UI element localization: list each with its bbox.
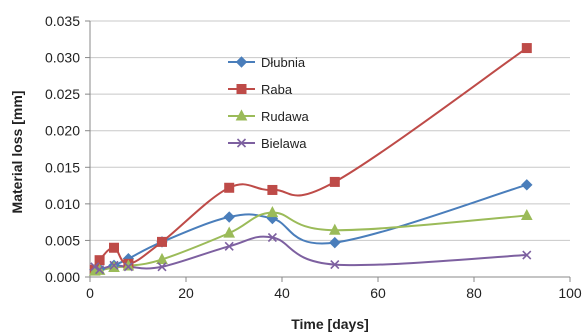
data-point-d-ubnia	[329, 236, 341, 249]
series-line-raba	[93, 47, 528, 271]
data-point-bielawa	[522, 250, 532, 260]
x-marker-stroke	[123, 262, 133, 272]
data-point-rudawa	[520, 208, 533, 221]
x-tick-label: 0	[86, 285, 94, 301]
data-point-bielawa	[267, 232, 277, 243]
legend-label: Rudawa	[261, 109, 309, 124]
legend-swatch-marker	[235, 109, 248, 121]
legend-swatch-marker	[236, 138, 247, 148]
data-point-d-ubnia	[223, 211, 235, 223]
legend-swatch-marker	[235, 56, 248, 68]
x-marker-stroke	[522, 250, 532, 260]
data-point-bielawa	[109, 260, 119, 270]
y-tick-label: 0.015	[45, 159, 80, 175]
data-point-rudawa	[328, 223, 341, 235]
legend-item-d-ubnia: Dłubnia	[228, 55, 306, 70]
x-axis-ticks: 0 20 40 60 80 100	[86, 277, 582, 301]
x-marker-stroke	[236, 138, 247, 148]
data-point-bielawa	[224, 241, 234, 251]
y-axis-title: Material loss [mm]	[9, 91, 25, 214]
legend-label: Raba	[261, 82, 293, 97]
y-tick-label: 0.025	[45, 86, 80, 102]
data-point-rudawa	[223, 226, 236, 238]
data-point-bielawa	[330, 260, 340, 270]
x-tick-label: 60	[370, 285, 386, 301]
x-marker-stroke	[109, 260, 119, 270]
legend-item-rudawa: Rudawa	[228, 109, 309, 124]
legend-label: Dłubnia	[261, 55, 306, 70]
y-tick-label: 0.020	[45, 123, 80, 139]
series-markers	[88, 43, 533, 276]
y-tick-label: 0.030	[45, 50, 80, 66]
data-point-raba	[109, 242, 119, 253]
data-point-bielawa	[123, 262, 133, 272]
x-marker-stroke	[224, 241, 234, 251]
x-tick-label: 100	[558, 285, 582, 301]
x-axis-title: Time [days]	[291, 316, 369, 332]
legend-item-bielawa: Bielawa	[228, 136, 307, 151]
data-point-raba	[329, 176, 340, 187]
data-point-raba	[224, 182, 235, 193]
y-tick-label: 0.000	[45, 269, 80, 285]
data-point-raba	[94, 255, 105, 266]
x-marker-stroke	[90, 262, 100, 272]
x-marker-stroke	[330, 260, 340, 270]
data-point-bielawa	[95, 265, 105, 275]
data-point-bielawa	[157, 262, 167, 272]
data-point-raba	[521, 43, 532, 54]
x-marker-stroke	[157, 262, 167, 272]
x-marker-stroke	[95, 265, 105, 275]
legend-label: Bielawa	[261, 136, 307, 151]
data-point-raba	[267, 184, 278, 195]
y-tick-label: 0.035	[45, 13, 80, 29]
plot-frame	[89, 21, 570, 278]
data-point-bielawa	[90, 262, 100, 272]
data-point-raba	[157, 236, 167, 247]
y-axis-ticks: 0.000 0.005 0.010 0.015 0.020 0.025 0.030 0.035	[45, 13, 90, 285]
data-point-rudawa	[266, 206, 279, 218]
x-marker-stroke	[267, 232, 277, 243]
x-tick-label: 80	[466, 285, 482, 301]
series-line-bielawa	[94, 235, 527, 271]
data-point-rudawa	[156, 252, 168, 264]
legend-swatch-marker	[236, 84, 247, 94]
x-tick-label: 40	[274, 285, 290, 301]
y-tick-label: 0.005	[45, 232, 80, 248]
y-tick-label: 0.010	[45, 196, 80, 212]
grid-lines	[90, 20, 570, 241]
x-tick-label: 20	[178, 285, 194, 301]
legend: Dłubnia Raba Rudawa Bielawa	[228, 55, 309, 151]
legend-item-raba: Raba	[228, 82, 293, 97]
data-point-d-ubnia	[521, 179, 533, 191]
